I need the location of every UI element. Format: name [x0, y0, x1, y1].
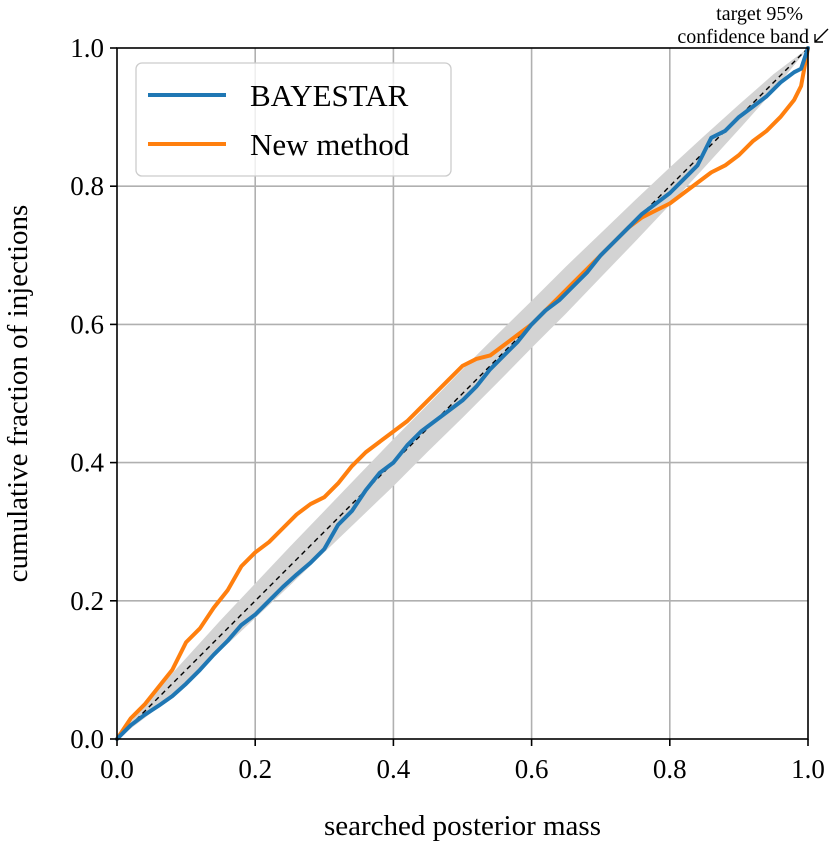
annotation-line-1: target 95% [716, 3, 803, 25]
y-tick-label-5: 1.0 [70, 33, 104, 63]
series-line-new-method [115, 46, 810, 741]
band-annotation: target 95% confidence band [677, 3, 829, 48]
y-axis-label: cumulative fraction of injections [2, 205, 34, 583]
x-tick-label-5: 1.0 [791, 754, 825, 784]
y-tick-label-0: 0.0 [70, 724, 104, 754]
plot-frame [116, 47, 809, 740]
legend-label-bayestar: BAYESTAR [250, 78, 409, 113]
x-tick-label-2: 0.4 [377, 754, 411, 784]
diagonal-layer [116, 47, 809, 740]
series-layer [115, 46, 810, 741]
annotation-arrow-shaft [814, 28, 829, 43]
ticks-layer [110, 47, 809, 746]
annotation-line-2: confidence band [677, 26, 809, 48]
diagonal-reference-line [116, 47, 809, 740]
x-tick-label-0: 0.0 [100, 754, 134, 784]
y-tick-label-4: 0.8 [70, 171, 104, 201]
x-tick-label-1: 0.2 [238, 754, 272, 784]
y-tick-label-1: 0.2 [70, 586, 104, 616]
legend-label-new-method: New method [250, 127, 410, 162]
annotation-arrow-head [814, 34, 823, 43]
tick-labels-layer: 0.0 0.2 0.4 0.6 0.8 1.0 0.0 0.2 0.4 0.6 0.8 1.0 [70, 33, 825, 784]
x-tick-label-3: 0.6 [515, 754, 549, 784]
y-tick-label-2: 0.4 [70, 448, 104, 478]
legend-box [135, 62, 452, 177]
series-line-bayestar [115, 46, 810, 741]
x-tick-label-4: 0.8 [653, 754, 687, 784]
legend: BAYESTAR New method [135, 62, 452, 177]
x-axis-label: searched posterior mass [324, 810, 601, 842]
y-tick-label-3: 0.6 [70, 309, 104, 339]
